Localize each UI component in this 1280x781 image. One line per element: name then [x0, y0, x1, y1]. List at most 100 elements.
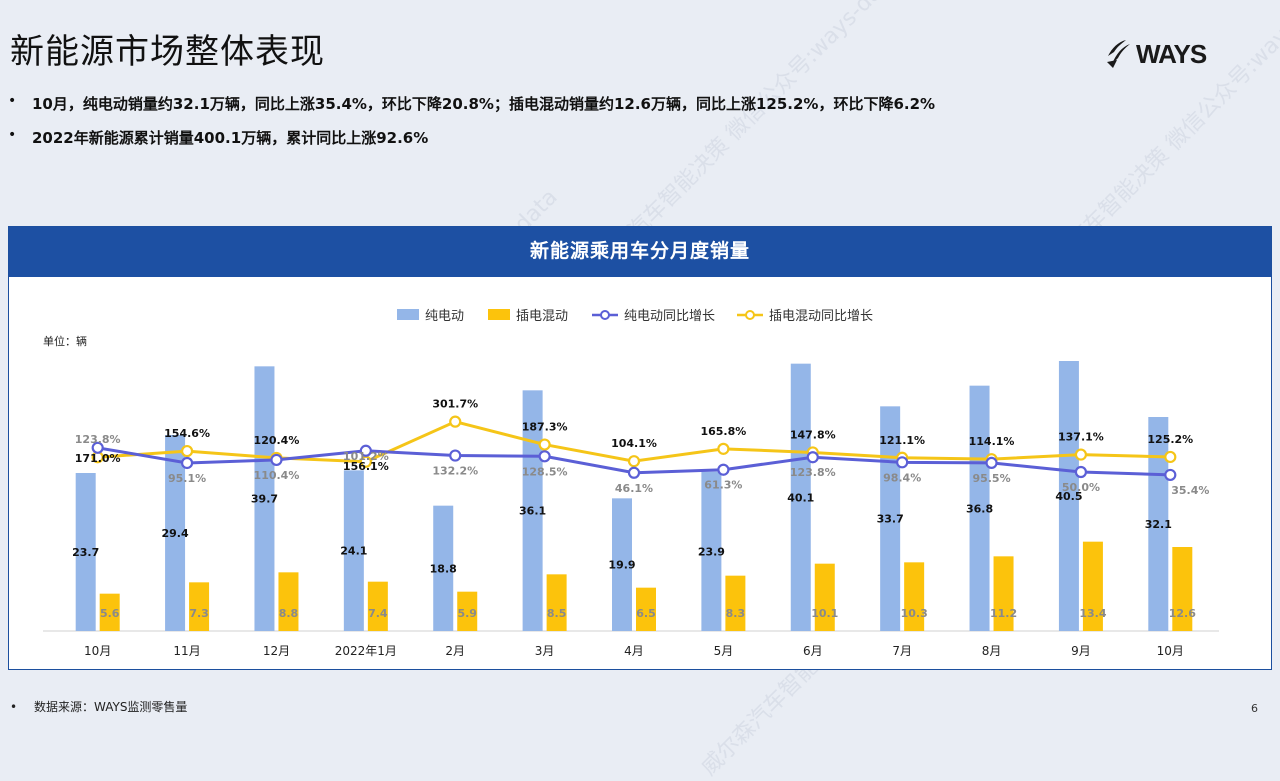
- bar-label-phev: 8.8: [279, 607, 299, 620]
- legend-swatch: [397, 309, 419, 320]
- bar-bev: [1058, 361, 1079, 631]
- ways-logo: WAYS: [1104, 36, 1207, 72]
- bar-label-phev: 5.9: [457, 607, 477, 620]
- bev-growth-marker: [806, 451, 819, 464]
- bar-label-bev: 23.9: [698, 545, 725, 558]
- bev-growth-marker: [1074, 465, 1088, 479]
- bullet-dot: •: [10, 699, 18, 714]
- phev-growth-label: 301.7%: [432, 398, 478, 411]
- bar-label-phev: 8.5: [547, 607, 567, 620]
- summary-bullets: • 10月，纯电动销量约32.1万辆，同比上涨35.4%，环比下降20.8%；插…: [8, 93, 935, 161]
- bev-growth-label: 110.4%: [254, 469, 300, 482]
- bar-bev: [1148, 417, 1169, 631]
- bar-label-phev: 13.4: [1079, 607, 1106, 620]
- bar-label-bev: 24.1: [340, 545, 367, 558]
- phev-growth-marker: [717, 442, 730, 455]
- bar-bev: [969, 385, 990, 631]
- phev-growth-label: 104.1%: [611, 437, 657, 450]
- chart-title: 新能源乘用车分月度销量: [9, 227, 1271, 277]
- bar-label-phev: 8.3: [726, 607, 746, 620]
- bar-bev: [612, 498, 632, 631]
- legend-label: 纯电动同比增长: [624, 309, 715, 324]
- phev-growth-marker: [180, 444, 194, 458]
- phev-growth-label: 114.1%: [969, 435, 1015, 448]
- phev-growth-label: 101.2%: [343, 450, 389, 463]
- legend-label: 纯电动: [425, 309, 464, 324]
- bar-phev: [189, 582, 210, 631]
- x-tick-label: 6月: [803, 644, 823, 658]
- bev-growth-label: 35.4%: [1171, 484, 1209, 497]
- logo-text: WAYS: [1136, 38, 1207, 69]
- bev-growth-label: 95.5%: [972, 472, 1010, 485]
- sales-chart: 单位：辆 纯电动 插电混动 纯电动同比增长 插电混动同比增长 23.7 5.6 10月 29.4…: [43, 309, 1219, 658]
- legend-marker: [745, 310, 755, 320]
- bar-label-phev: 7.4: [368, 607, 388, 620]
- bev-growth-marker: [627, 466, 641, 479]
- bev-growth-label: 61.3%: [704, 479, 742, 492]
- legend-label: 插电混动: [516, 309, 568, 324]
- bev-growth-label: 46.1%: [615, 482, 653, 495]
- bev-growth-marker: [538, 450, 551, 463]
- bev-growth-label: 98.4%: [883, 471, 921, 484]
- bar-label-bev: 36.1: [519, 505, 546, 518]
- legend-label: 插电混动同比增长: [769, 309, 873, 324]
- x-tick-label: 5月: [714, 644, 734, 658]
- bev-growth-marker: [91, 441, 104, 454]
- bar-bev: [343, 470, 364, 631]
- bar-phev: [993, 556, 1014, 631]
- bar-bev: [790, 363, 811, 631]
- bar-label-bev: 32.1: [1145, 518, 1172, 531]
- bullet-item: • 2022年新能源累计销量400.1万辆，累计同比上涨92.6%: [8, 127, 935, 161]
- bar-label-bev: 29.4: [162, 527, 189, 540]
- bar-label-bev: 23.7: [72, 546, 99, 559]
- bullet-dot: •: [8, 127, 17, 143]
- phev-growth-label: 123.8%: [75, 433, 121, 446]
- bar-bev: [522, 390, 543, 631]
- x-tick-label: 10月: [1157, 644, 1184, 658]
- bev-growth-marker: [717, 463, 730, 476]
- bar-label-phev: 10.1: [811, 607, 838, 620]
- bar-label-bev: 19.9: [608, 559, 635, 572]
- bev-growth-marker: [270, 453, 283, 467]
- bar-phev: [546, 574, 567, 631]
- bev-growth-label: 171.0%: [75, 452, 121, 465]
- bar-phev: [904, 562, 925, 631]
- x-tick-label: 9月: [1071, 644, 1091, 658]
- bar-phev: [457, 591, 478, 631]
- bev-growth-marker: [896, 456, 909, 469]
- bev-growth-label: 128.5%: [522, 465, 568, 478]
- bev-growth-marker: [1164, 468, 1177, 482]
- bar-bev: [165, 435, 186, 631]
- x-tick-label: 4月: [624, 644, 644, 658]
- bar-bev: [75, 473, 96, 631]
- bar-label-bev: 40.1: [787, 491, 814, 504]
- chart-panel: 新能源乘用车分月度销量 单位：辆 纯电动 插电混动 纯电动同比增长 插电混动同比增长 23…: [8, 226, 1272, 670]
- phev-growth-marker: [627, 455, 641, 468]
- phev-growth-label: 165.8%: [700, 425, 746, 438]
- x-tick-label: 12月: [263, 644, 290, 658]
- bev-growth-marker: [985, 456, 998, 469]
- x-tick-label: 11月: [173, 644, 200, 658]
- phev-growth-label: 120.4%: [254, 434, 300, 447]
- bar-label-bev: 33.7: [877, 513, 904, 526]
- x-tick-label: 2月: [445, 644, 465, 658]
- bar-phev: [1172, 547, 1193, 631]
- phev-growth-label: 154.6%: [164, 427, 210, 440]
- bev-growth-marker: [449, 449, 462, 462]
- x-tick-label: 8月: [982, 644, 1002, 658]
- bev-growth-label: 50.0%: [1062, 481, 1100, 494]
- bar-phev: [814, 563, 835, 631]
- bar-label-phev: 10.3: [901, 607, 928, 620]
- bev-growth-label: 123.8%: [790, 466, 836, 479]
- bev-growth-label: 156.1%: [343, 460, 389, 473]
- bullet-item: • 10月，纯电动销量约32.1万辆，同比上涨35.4%，环比下降20.8%；插…: [8, 93, 935, 127]
- bar-phev: [1082, 541, 1103, 631]
- bar-bev: [701, 471, 722, 631]
- bar-label-phev: 5.6: [100, 607, 120, 620]
- x-tick-label: 7月: [892, 644, 912, 658]
- bev-growth-label: 132.2%: [432, 465, 478, 478]
- bar-bev: [254, 366, 275, 631]
- phev-growth-label: 121.1%: [879, 434, 925, 447]
- bar-phev: [636, 587, 656, 631]
- bev-growth-marker: [359, 444, 372, 457]
